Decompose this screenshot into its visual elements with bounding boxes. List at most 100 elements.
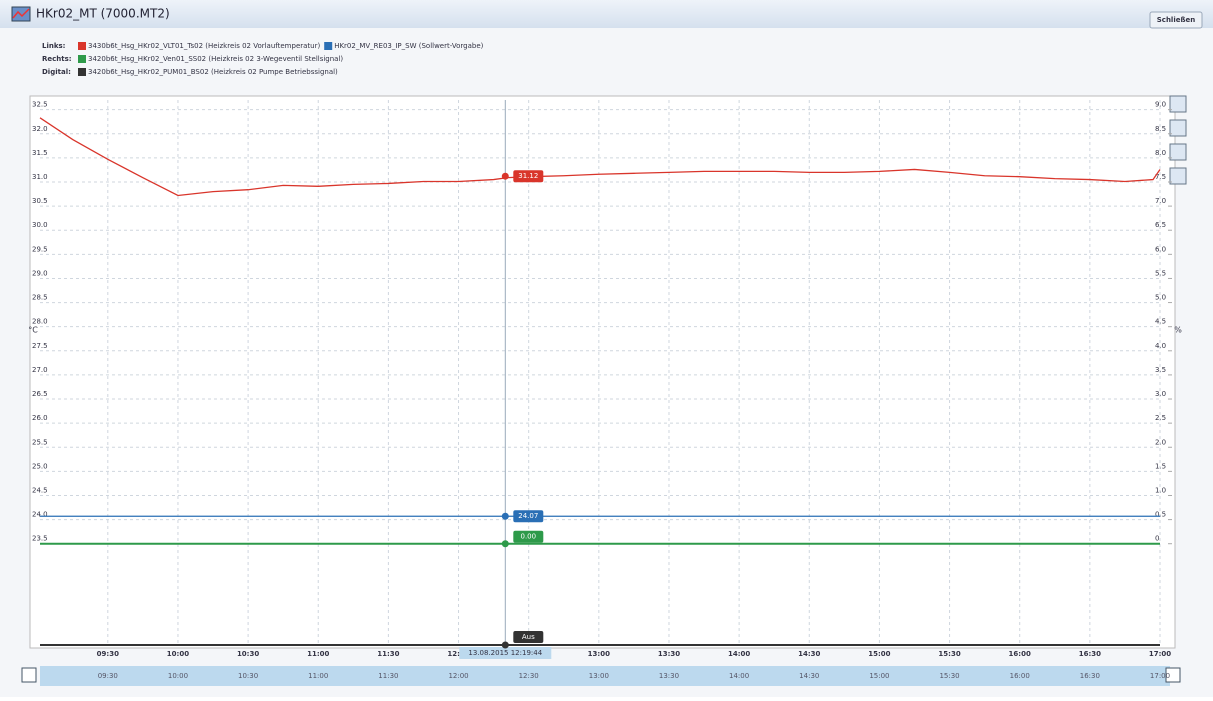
legend-group-label: Links:	[42, 42, 66, 50]
x-tick-label: 11:00	[307, 650, 329, 658]
y-tick-label: 29.0	[32, 269, 48, 277]
cursor-value-box	[513, 631, 544, 643]
x-tick-label: 12:00	[447, 650, 469, 658]
x-tick-label: 14:30	[798, 650, 820, 658]
y-axis-label: °C	[28, 326, 38, 335]
x-tick-label: 15:00	[868, 650, 890, 658]
y2-tick-label: 4.5	[1155, 318, 1166, 326]
navigator-label: 12:00	[448, 672, 468, 680]
cursor-value-box	[513, 530, 544, 543]
y2-tick-label: 6.0	[1155, 245, 1166, 253]
window-icon-line	[12, 8, 30, 19]
x-tick-label: 13:30	[658, 650, 680, 658]
close-button[interactable]	[1149, 11, 1203, 29]
x-tick-label: 17:00	[1149, 650, 1171, 658]
y-tick-label: 31.5	[32, 149, 48, 157]
legend-swatch	[78, 42, 86, 50]
x-tick-label: 16:30	[1079, 650, 1101, 658]
nav-left-button[interactable]	[21, 667, 37, 683]
y-tick-label: 30.0	[32, 221, 48, 229]
y-tick-label: 24.0	[32, 511, 48, 519]
navigator-label: 12:30	[519, 672, 539, 680]
series-line	[39, 117, 1161, 197]
x-tick-label: 16:00	[1009, 650, 1031, 658]
navigator-label: 13:00	[589, 672, 609, 680]
navigator-label: 15:30	[939, 672, 959, 680]
cursor-time: 13.08.2015 12:19:44	[468, 649, 542, 657]
x-tick-label: 13:00	[588, 650, 610, 658]
y2-axis-label: %	[1174, 326, 1182, 335]
y-tick-label: 32.5	[32, 101, 48, 109]
navigator-label: 10:30	[238, 672, 258, 680]
y2-tick-label: 3.0	[1155, 390, 1166, 398]
y-tick-label: 29.5	[32, 245, 48, 253]
navigator-label: 11:30	[378, 672, 398, 680]
x-tick-label: 09:30	[97, 650, 119, 658]
navigator-label: 14:30	[799, 672, 819, 680]
y-tick-label: 23.5	[32, 535, 48, 543]
y2-tick-label: 5.5	[1155, 269, 1166, 277]
cursor-time-box	[459, 647, 552, 659]
y-tick-label: 26.5	[32, 390, 48, 398]
y-tick-label: 28.0	[32, 318, 48, 326]
y2-tick-label: 6.5	[1155, 221, 1166, 229]
y2-tick-label: 0.5	[1155, 511, 1166, 519]
legend-label: HKr02_MV_RE03_IP_SW (Sollwert-Vorgabe)	[334, 42, 483, 50]
legend-group-label: Digital:	[42, 68, 71, 76]
navigator-label: 11:00	[308, 672, 328, 680]
cursor-dot	[501, 172, 509, 180]
y-tick-label: 27.0	[32, 366, 48, 374]
y2-tick-label: 2.0	[1155, 438, 1166, 446]
y-tick-label: 25.0	[32, 462, 48, 470]
y2-tick-label: 0	[1155, 535, 1159, 543]
nav-right-button[interactable]	[1165, 667, 1181, 683]
navigator-label: 13:30	[659, 672, 679, 680]
window-title: HKr02_MT (7000.MT2)	[36, 7, 170, 21]
pan-button[interactable]	[1169, 143, 1187, 161]
zoom-button[interactable]	[1169, 95, 1187, 113]
navigator-label: 09:30	[98, 672, 118, 680]
navigator-label: 15:00	[869, 672, 889, 680]
plot-area	[29, 95, 1176, 649]
y-tick-label: 30.5	[32, 197, 48, 205]
y2-tick-label: 1.5	[1155, 462, 1166, 470]
cursor-dot	[501, 540, 509, 548]
y-tick-label: 28.5	[32, 294, 48, 302]
y2-tick-label: 8.5	[1155, 125, 1166, 133]
cursor-dot	[501, 641, 509, 649]
legend-swatch	[78, 68, 86, 76]
cursor-value-box	[513, 510, 544, 523]
x-tick-label: 11:30	[377, 650, 399, 658]
cursor-dot	[501, 512, 509, 520]
y-tick-label: 27.5	[32, 342, 48, 350]
close-label[interactable]: Schließen	[1157, 16, 1196, 24]
navigator[interactable]	[40, 666, 1170, 686]
legend-swatch	[78, 55, 86, 63]
y-tick-label: 26.0	[32, 414, 48, 422]
y-tick-label: 25.5	[32, 438, 48, 446]
print-button[interactable]	[1169, 167, 1187, 185]
cursor-value: Aus	[522, 633, 535, 641]
cursor-value-box	[513, 170, 544, 183]
toolbar	[1169, 95, 1187, 185]
title-bar	[0, 0, 1213, 28]
y2-tick-label: 8.0	[1155, 149, 1166, 157]
legend-label: 3430b6t_Hsg_HKr02_VLT01_Ts02 (Heizkreis …	[88, 42, 320, 50]
navigator-label: 14:00	[729, 672, 749, 680]
navigator-label: 16:00	[1010, 672, 1030, 680]
y-tick-label: 31.0	[32, 173, 48, 181]
x-tick-label: 14:00	[728, 650, 750, 658]
y-tick-label: 32.0	[32, 125, 48, 133]
y2-tick-label: 7.5	[1155, 173, 1166, 181]
y2-tick-label: 5.0	[1155, 294, 1166, 302]
search-button[interactable]	[1169, 119, 1187, 137]
y2-tick-label: 4.0	[1155, 342, 1166, 350]
y2-tick-label: 3.5	[1155, 366, 1166, 374]
legend-label: 3420b6t_Hsg_HKr02_PUM01_BS02 (Heizkreis …	[88, 68, 338, 76]
navigator-label: 17:00	[1150, 672, 1170, 680]
x-tick-label: 10:00	[167, 650, 189, 658]
y2-tick-label: 1.0	[1155, 486, 1166, 494]
x-tick-label: 10:30	[237, 650, 259, 658]
y2-tick-label: 2.5	[1155, 414, 1166, 422]
